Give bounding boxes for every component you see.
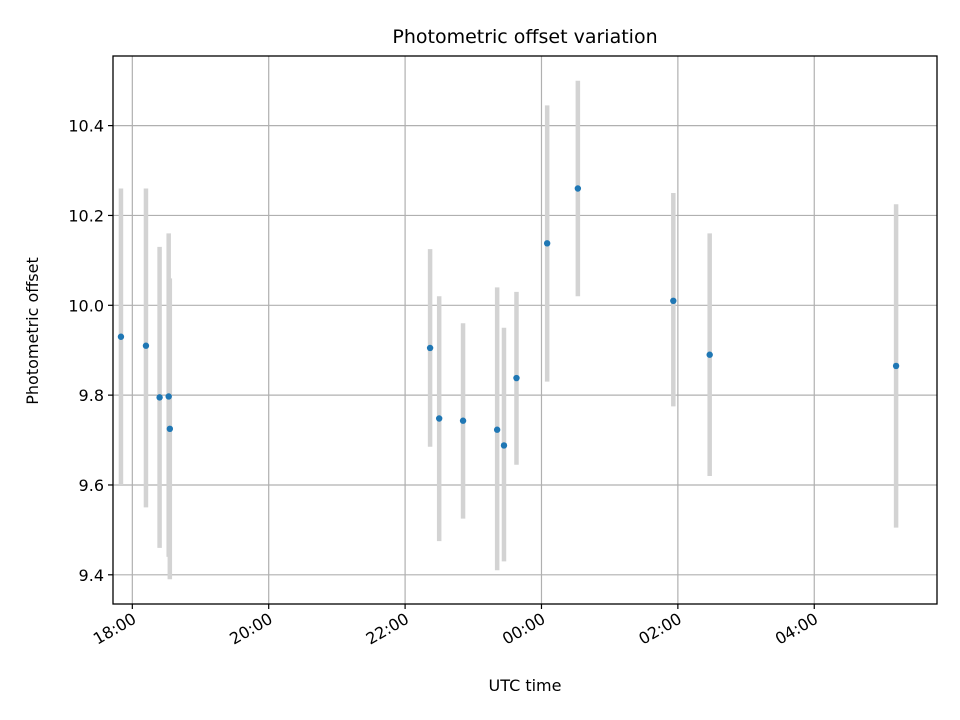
error-bars <box>118 80 899 580</box>
data-point <box>706 351 713 358</box>
data-point <box>426 344 434 352</box>
data-point <box>459 417 467 424</box>
data-point <box>513 374 520 382</box>
y-axis-ticks: 9.4 9.6 9.8 10.0 10.2 10.4 <box>68 117 113 585</box>
y-tick-label: 10.4 <box>68 117 104 136</box>
x-tick-label: 20:00 <box>226 609 275 649</box>
x-tick-label: 02:00 <box>635 609 684 649</box>
y-axis-label: Photometric offset <box>23 257 42 405</box>
x-tick-label: 18:00 <box>90 609 139 649</box>
x-tick-label: 00:00 <box>499 609 548 649</box>
y-tick-label: 9.8 <box>79 386 104 405</box>
data-point <box>670 297 677 305</box>
x-tick-label: 22:00 <box>363 609 412 649</box>
data-point <box>166 425 174 433</box>
data-point <box>892 362 900 370</box>
y-tick-label: 10.0 <box>68 296 104 315</box>
plot-frame <box>112 55 938 605</box>
x-tick-label: 04:00 <box>772 609 821 649</box>
x-axis-ticks: 18:00 20:00 22:00 00:00 02:00 04:00 <box>90 604 821 649</box>
data-point <box>493 426 501 433</box>
grid <box>113 56 937 604</box>
y-tick-label: 9.6 <box>79 476 104 495</box>
data-point <box>574 185 582 192</box>
chart-title: Photometric offset variation <box>392 26 657 48</box>
data-point <box>500 442 508 449</box>
data-point <box>165 393 172 400</box>
data-point <box>543 240 551 247</box>
x-axis-label: UTC time <box>489 676 562 695</box>
data-point <box>156 394 163 401</box>
data-point <box>117 333 125 340</box>
data-points <box>117 185 900 449</box>
data-point <box>142 342 150 349</box>
data-point <box>435 415 443 422</box>
y-tick-label: 9.4 <box>79 566 104 585</box>
y-tick-label: 10.2 <box>68 206 104 225</box>
